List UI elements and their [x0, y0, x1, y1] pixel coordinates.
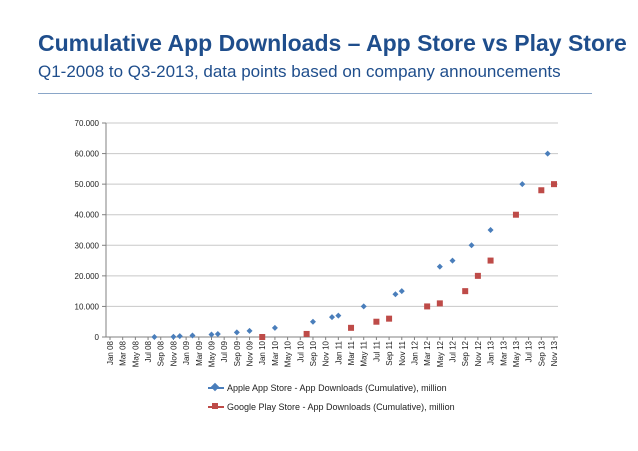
x-tick-label: Nov 10 [322, 340, 331, 366]
data-point-google [512, 211, 519, 218]
x-tick-label: May 13 [512, 340, 521, 367]
data-point-google [386, 315, 393, 322]
x-tick-label: May 11 [360, 340, 369, 366]
data-point-google [538, 187, 545, 194]
data-point-apple [468, 242, 475, 249]
data-point-apple [436, 263, 443, 270]
data-point-apple [398, 288, 405, 295]
y-tick-label: 0 [95, 333, 100, 342]
x-tick-label: Jul 13 [525, 340, 534, 362]
data-point-apple [329, 314, 335, 321]
data-point-google [474, 272, 481, 279]
x-tick-label: May 08 [131, 340, 140, 367]
legend-label-apple: Apple App Store - App Downloads (Cumulat… [227, 382, 447, 393]
slide-title: Cumulative App Downloads – App Store vs … [38, 30, 627, 56]
data-point-apple [170, 333, 177, 340]
x-tick-label: Jan 13 [487, 340, 496, 365]
x-tick-label: Jan 12 [410, 340, 419, 365]
data-point-apple [449, 257, 456, 264]
y-tick-label: 20.000 [75, 272, 100, 281]
x-tick-label: Mar 08 [119, 340, 128, 365]
x-tick-label: Jul 11 [372, 340, 381, 361]
x-tick-label: Mar 13 [499, 340, 508, 365]
data-point-apple [233, 329, 240, 336]
x-tick-label: Jan 09 [182, 340, 191, 365]
legend-item-apple: Apple App Store - App Downloads (Cumulat… [208, 378, 455, 397]
x-tick-label: Mar 09 [195, 340, 204, 365]
data-point-apple [335, 312, 342, 319]
legend-label-google: Google Play Store - App Downloads (Cumul… [227, 401, 455, 412]
x-tick-label: Nov 09 [246, 340, 255, 366]
data-point-apple [176, 333, 183, 340]
data-point-google [424, 303, 431, 310]
x-tick-label: Nov 08 [169, 340, 178, 366]
slide-subtitle: Q1-2008 to Q3-2013, data points based on… [38, 62, 561, 81]
x-tick-label: Jan 11 [334, 340, 343, 364]
x-tick-label: Jul 08 [144, 340, 153, 362]
data-point-apple [189, 332, 196, 339]
data-point-google [348, 324, 355, 331]
title-divider [38, 93, 592, 94]
x-tick-label: Sep 13 [537, 340, 546, 366]
x-tick-label: Nov 12 [474, 340, 483, 366]
x-tick-label: May 12 [436, 340, 445, 367]
y-tick-label: 10.000 [75, 302, 100, 311]
x-tick-label: Sep 09 [233, 340, 242, 366]
legend-swatch-apple [208, 382, 224, 392]
y-tick-label: 60.000 [75, 150, 100, 159]
chart-legend: Apple App Store - App Downloads (Cumulat… [208, 378, 455, 416]
x-tick-label: Jan 08 [106, 340, 115, 365]
x-tick-label: Nov 13 [550, 340, 559, 366]
data-point-apple [208, 331, 215, 338]
data-point-google [373, 318, 380, 325]
y-tick-label: 50.000 [75, 180, 100, 189]
data-point-google [487, 257, 494, 264]
x-tick-label: Mar 11 [347, 340, 356, 365]
x-tick-label: Jan 10 [258, 340, 267, 365]
legend-swatch-google [208, 402, 224, 411]
data-point-google [462, 288, 469, 295]
x-tick-label: Sep 10 [309, 340, 318, 366]
x-tick-label: Sep 11 [385, 340, 394, 365]
x-tick-label: Sep 12 [461, 340, 470, 366]
data-point-google [303, 330, 310, 337]
y-tick-label: 30.000 [75, 241, 100, 250]
x-tick-label: Jul 10 [296, 340, 305, 362]
data-point-apple [392, 291, 399, 298]
data-point-apple [214, 330, 221, 337]
x-tick-label: Mar 12 [423, 340, 432, 365]
legend-item-google: Google Play Store - App Downloads (Cumul… [208, 397, 455, 416]
data-point-google [436, 300, 443, 307]
data-point-apple [271, 324, 278, 331]
x-tick-label: Sep 08 [157, 340, 166, 366]
data-point-google [551, 181, 557, 188]
x-tick-label: Mar 10 [271, 340, 280, 365]
data-point-apple [544, 150, 551, 157]
x-tick-label: Jul 09 [220, 340, 229, 362]
data-point-apple [309, 318, 316, 325]
x-tick-label: May 09 [207, 340, 216, 367]
x-tick-label: Nov 11 [398, 340, 407, 365]
x-tick-label: May 10 [284, 340, 293, 367]
data-point-apple [519, 181, 526, 188]
data-point-apple [487, 227, 494, 233]
data-point-apple [151, 334, 158, 340]
data-point-google [259, 334, 266, 340]
y-tick-label: 70.000 [75, 119, 100, 128]
x-tick-label: Jul 12 [449, 340, 458, 362]
data-point-apple [360, 303, 367, 310]
data-point-apple [246, 327, 253, 334]
y-tick-label: 40.000 [75, 211, 100, 220]
